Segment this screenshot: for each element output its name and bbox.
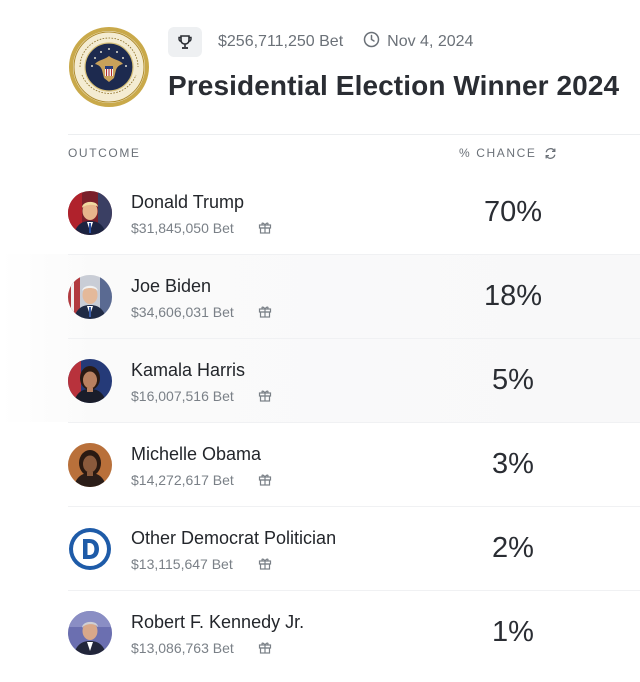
divider	[68, 422, 640, 423]
column-header-outcome: OUTCOME	[68, 146, 141, 160]
divider	[68, 506, 640, 507]
outcome-name: Kamala Harris	[131, 360, 246, 380]
outcome-chance: 18%	[483, 280, 543, 312]
outcome-chance: 5%	[492, 364, 534, 396]
outcome-chance: 2%	[492, 532, 534, 564]
avatar	[68, 611, 112, 655]
outcome-row[interactable]: Michelle Obama $14,272,617 Bet 3%	[0, 422, 640, 506]
gift-icon[interactable]	[258, 640, 272, 654]
divider	[68, 254, 640, 255]
avatar	[68, 359, 112, 403]
column-header-chance[interactable]: % CHANCE	[459, 146, 557, 160]
outcome-row[interactable]: Robert F. Kennedy Jr. $13,086,763 Bet 1%	[0, 590, 640, 674]
outcome-name: Other Democrat Politician	[131, 528, 337, 548]
outcome-bet: $13,115,647 Bet	[131, 556, 233, 572]
gift-icon[interactable]	[258, 472, 272, 486]
total-bet: $256,711,250 Bet	[218, 33, 344, 50]
outcome-bet: $34,606,031 Bet	[131, 304, 234, 320]
market-date: Nov 4, 2024	[387, 33, 474, 50]
page-title: Presidential Election Winner 2024	[168, 70, 620, 101]
democrat-logo-icon	[68, 527, 112, 571]
outcome-row[interactable]: Joe Biden $34,606,031 Bet 18%	[0, 254, 640, 338]
avatar	[68, 443, 112, 487]
outcome-chance: 3%	[492, 448, 534, 480]
refresh-icon[interactable]	[544, 147, 557, 160]
outcome-name: Michelle Obama	[131, 444, 262, 464]
presidential-seal-icon	[68, 26, 150, 108]
divider	[68, 338, 640, 339]
outcome-row[interactable]: Kamala Harris $16,007,516 Bet 5%	[0, 338, 640, 422]
outcome-row[interactable]: Other Democrat Politician $13,115,647 Be…	[0, 506, 640, 590]
outcome-bet: $13,086,763 Bet	[131, 640, 234, 656]
divider	[68, 134, 640, 135]
trophy-icon	[168, 27, 202, 57]
clock-icon	[363, 31, 380, 53]
gift-icon[interactable]	[258, 220, 272, 234]
gift-icon[interactable]	[258, 556, 272, 570]
outcome-bet: $16,007,516 Bet	[131, 388, 234, 404]
market-header: $256,711,250 Bet Nov 4, 2024 Presidentia…	[0, 0, 640, 130]
outcome-bet: $14,272,617 Bet	[131, 472, 234, 488]
outcomes-list: Donald Trump $31,845,050 Bet 70%	[0, 170, 640, 674]
column-header-chance-label: % CHANCE	[459, 146, 537, 160]
market-meta: $256,711,250 Bet Nov 4, 2024	[168, 26, 473, 58]
avatar	[68, 275, 112, 319]
outcome-chance: 1%	[492, 616, 534, 648]
outcome-name: Joe Biden	[131, 276, 212, 296]
divider	[68, 590, 640, 591]
avatar	[68, 191, 112, 235]
outcome-name: Donald Trump	[131, 192, 245, 212]
outcome-chance: 70%	[483, 196, 543, 228]
outcome-bet: $31,845,050 Bet	[131, 220, 234, 236]
outcome-row[interactable]: Donald Trump $31,845,050 Bet 70%	[0, 170, 640, 254]
gift-icon[interactable]	[258, 388, 272, 402]
outcome-name: Robert F. Kennedy Jr.	[131, 612, 305, 632]
gift-icon[interactable]	[258, 304, 272, 318]
